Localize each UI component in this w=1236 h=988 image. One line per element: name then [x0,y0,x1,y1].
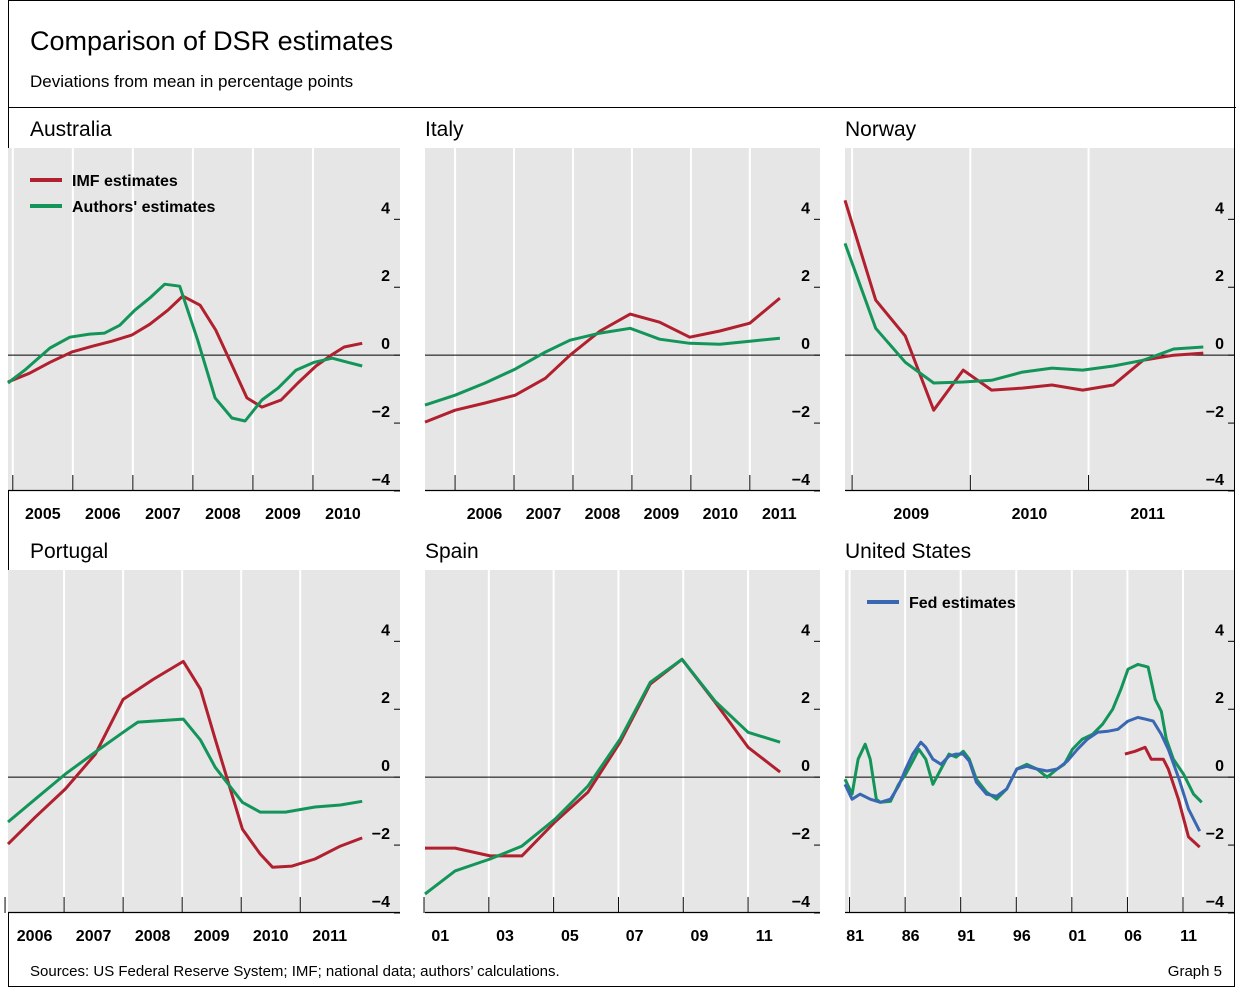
plot-area [8,570,400,913]
x-tick-label: 01 [1069,928,1087,945]
panel-title: Norway [845,118,917,141]
y-tick-label: 0 [1215,336,1224,353]
series-line [843,715,1202,832]
x-tick-label: 2011 [762,506,797,523]
legend-label: IMF estimates [72,173,178,190]
series-line [424,296,781,424]
y-tick-label: −4 [792,894,810,911]
y-tick-label: −2 [1206,404,1224,421]
y-tick-label: 0 [381,758,390,775]
x-tick-label: 2007 [526,506,562,523]
legend-label: Fed estimates [909,595,1016,612]
x-tick-label: 2011 [312,928,347,945]
y-tick-label: 2 [381,268,390,285]
panel-title: Australia [30,118,112,141]
x-tick-label: 2006 [467,506,503,523]
series-line [7,717,363,824]
series-line [843,242,1204,385]
y-tick-label: 4 [801,200,810,217]
y-tick-label: 2 [801,268,810,285]
series-line [7,282,363,423]
y-tick-label: 0 [381,336,390,353]
series-line [424,326,781,407]
x-tick-label: 91 [957,928,975,945]
x-tick-label: 2007 [145,506,181,523]
y-tick-label: −2 [1206,826,1224,843]
y-tick-label: 4 [381,200,390,217]
figure-subtitle: Deviations from mean in percentage point… [30,72,353,91]
y-tick-label: −4 [372,894,390,911]
panel-title: Portugal [30,540,108,563]
x-tick-label: 2008 [135,928,171,945]
y-tick-label: 2 [1215,690,1224,707]
x-tick-label: 96 [1013,928,1031,945]
plot-area [845,148,1234,491]
x-tick-label: 2007 [76,928,112,945]
y-tick-label: −4 [1206,894,1224,911]
x-tick-label: 09 [691,928,709,945]
y-tick-label: 0 [801,336,810,353]
x-tick-label: 2006 [17,928,53,945]
figure-title: Comparison of DSR estimates [30,26,393,56]
y-tick-label: 0 [1215,758,1224,775]
series-line [6,659,363,869]
y-tick-label: 0 [801,758,810,775]
x-tick-label: 2010 [703,506,739,523]
series-line [7,294,363,409]
y-tick-label: 2 [801,690,810,707]
y-tick-label: −2 [792,826,810,843]
x-tick-label: 2005 [25,506,61,523]
y-tick-label: −2 [372,404,390,421]
x-tick-label: 2008 [585,506,621,523]
x-tick-label: 2010 [325,506,361,523]
y-tick-label: 4 [801,622,810,639]
x-tick-label: 11 [756,928,773,945]
y-tick-label: 4 [381,622,390,639]
x-tick-label: 2010 [1012,506,1048,523]
x-tick-label: 2009 [194,928,230,945]
series-line [424,657,781,896]
y-tick-label: 4 [1215,622,1224,639]
x-tick-label: 2009 [265,506,301,523]
panel-title: Spain [425,540,479,563]
y-tick-label: −2 [372,826,390,843]
x-tick-label: 2009 [644,506,680,523]
y-tick-label: 2 [1215,268,1224,285]
frame [8,0,1235,987]
x-tick-label: 2006 [85,506,121,523]
x-tick-label: 2008 [205,506,241,523]
y-tick-label: −4 [372,472,390,489]
y-tick-label: −4 [792,472,810,489]
x-tick-label: 2010 [253,928,289,945]
x-tick-label: 07 [626,928,644,945]
series-line [1124,745,1201,849]
y-tick-label: −4 [1206,472,1224,489]
x-tick-label: 2011 [1130,506,1165,523]
legend-label: Authors' estimates [72,199,216,216]
x-tick-label: 05 [561,928,579,945]
x-tick-label: 06 [1124,928,1142,945]
source-note: Sources: US Federal Reserve System; IMF;… [30,963,560,980]
x-tick-label: 11 [1180,928,1197,945]
x-tick-label: 2009 [893,506,929,523]
panel-title: United States [845,540,971,563]
x-tick-label: 86 [902,928,920,945]
series-line [425,657,782,858]
panel-title: Italy [425,118,464,141]
y-tick-label: −2 [792,404,810,421]
y-tick-label: 4 [1215,200,1224,217]
x-tick-label: 03 [496,928,514,945]
y-tick-label: 2 [381,690,390,707]
plot-area [845,570,1234,913]
x-tick-label: 01 [431,928,449,945]
x-tick-label: 81 [846,928,864,945]
graph-label: Graph 5 [1168,963,1222,980]
